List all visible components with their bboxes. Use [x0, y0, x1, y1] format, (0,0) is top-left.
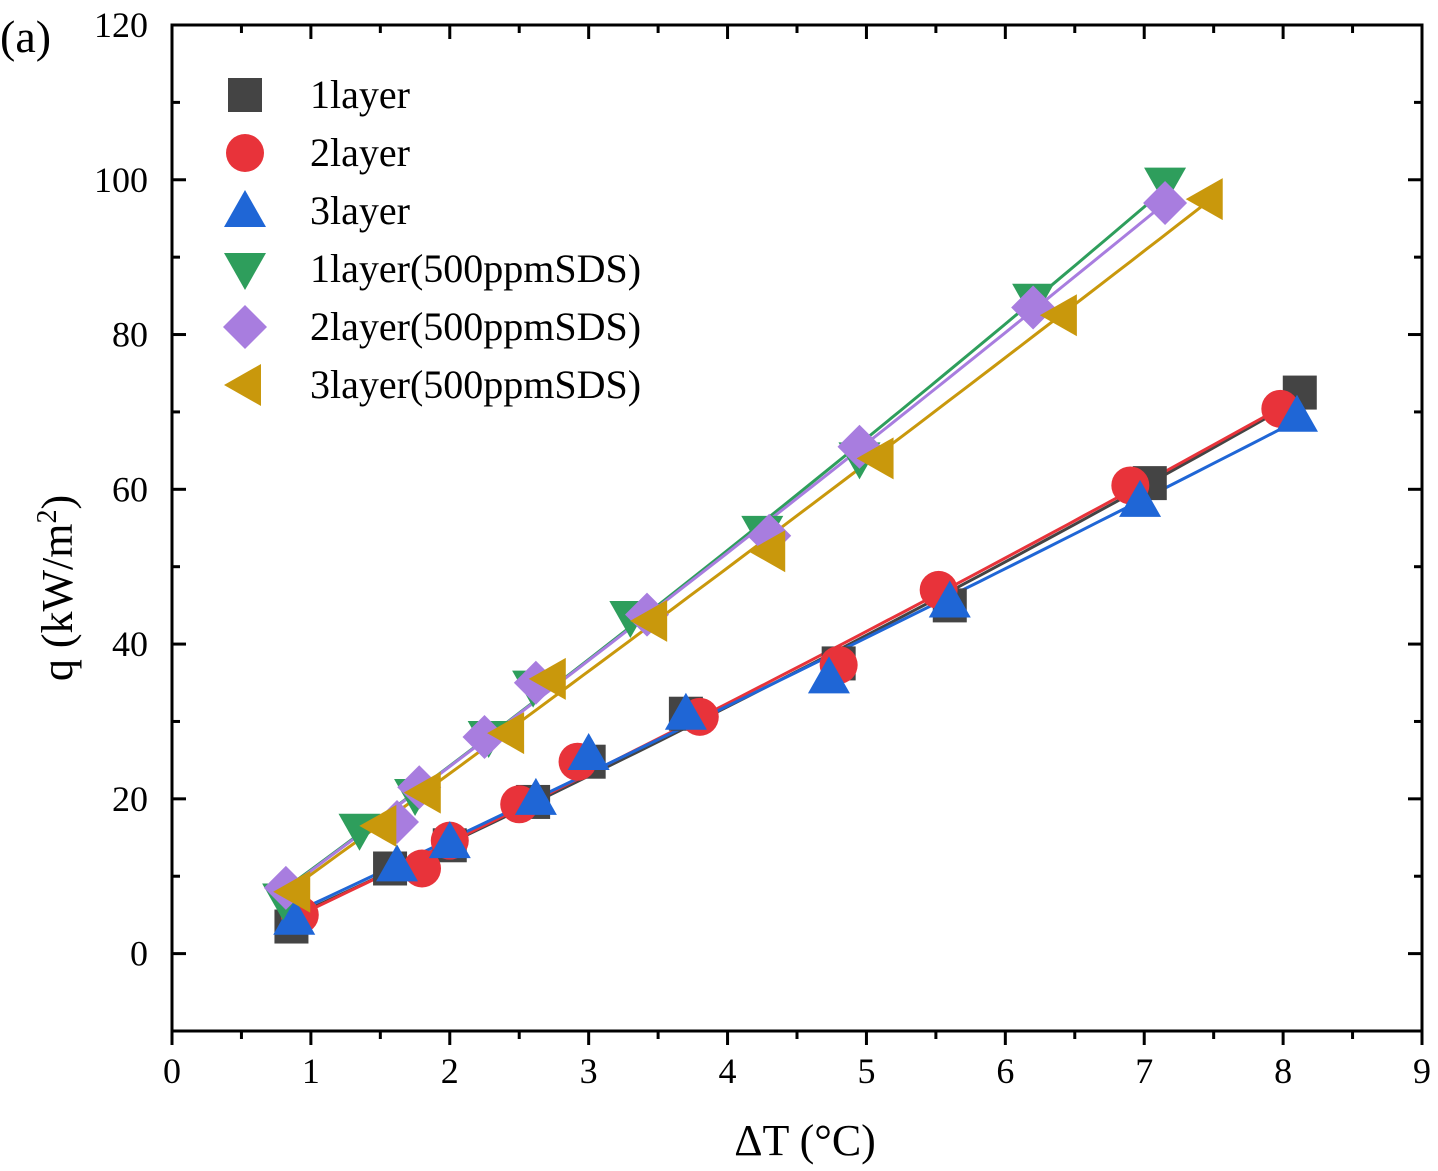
data-point-series-3 — [928, 580, 971, 618]
data-point-series-6 — [403, 771, 441, 814]
legend-marker — [223, 305, 267, 349]
y-tick-label: 0 — [130, 934, 148, 974]
data-point-series-5 — [1143, 180, 1188, 225]
data-point-series-6 — [856, 437, 894, 480]
data-point-series-3 — [428, 821, 471, 859]
data-point-series-3 — [376, 844, 418, 882]
x-tick-label: 9 — [1413, 1051, 1431, 1091]
y-axis-title-close: ) — [33, 495, 82, 510]
data-point-series-5 — [1011, 285, 1056, 330]
y-tick-label: 20 — [112, 779, 148, 819]
data-point-series-3 — [807, 656, 850, 694]
legend-marker — [224, 364, 261, 406]
y-tick-label: 100 — [94, 160, 148, 200]
x-tick-label: 8 — [1274, 1051, 1292, 1091]
data-point-series-6 — [630, 599, 668, 642]
x-tick-label: 0 — [163, 1051, 181, 1091]
legend-marker — [224, 190, 266, 227]
y-axis-title: q (kW/m2) — [32, 495, 82, 681]
legend-label: 3layer — [310, 188, 410, 233]
data-point-series-3 — [664, 692, 707, 730]
axes: 0 1 2 3 4 5 6 7 8 9 0 20 40 60 80 100 120 — [94, 5, 1431, 1091]
legend-marker — [228, 78, 262, 112]
legend-label: 2layer(500ppmSDS) — [310, 304, 641, 349]
data-point-series-3 — [273, 897, 316, 935]
data-point-series-3 — [567, 732, 610, 770]
legend-label: 3layer(500ppmSDS) — [310, 362, 641, 407]
plot-frame — [170, 23, 1424, 1033]
x-tick-label: 3 — [580, 1051, 598, 1091]
legend-marker — [224, 253, 266, 290]
panel-label: (a) — [0, 11, 51, 62]
legend-label: 1layer — [310, 72, 410, 117]
data-point-series-3 — [514, 777, 557, 815]
legend: 1layer 2layer 3layer 1layer(500ppmSDS) 2laye… — [223, 72, 641, 407]
data-point-series-6 — [487, 712, 525, 755]
data-point-series-6 — [273, 870, 311, 913]
y-tick-label: 40 — [112, 624, 148, 664]
data-point-series-6 — [1185, 178, 1223, 221]
x-tick-label: 1 — [302, 1051, 320, 1091]
y-axis-title-main: q (kW/m — [33, 524, 82, 682]
data-points — [262, 167, 1318, 944]
x-tick-label: 6 — [996, 1051, 1014, 1091]
x-tick-label: 4 — [719, 1051, 737, 1091]
y-tick-label: 80 — [112, 315, 148, 355]
data-point-series-6 — [1039, 294, 1077, 337]
data-point-series-6 — [528, 657, 566, 700]
data-point-series-6 — [359, 804, 397, 847]
x-tick-label: 5 — [857, 1051, 875, 1091]
y-tick-label: 120 — [94, 5, 148, 45]
data-point-series-5 — [462, 714, 507, 759]
data-point-series-3 — [1276, 394, 1318, 432]
y-axis-title-sup: 2 — [32, 510, 63, 524]
x-tick-label: 7 — [1135, 1051, 1153, 1091]
data-point-series-6 — [748, 530, 786, 573]
x-axis-title: ΔT (°C) — [734, 1116, 876, 1165]
legend-label: 2layer — [310, 130, 410, 175]
data-point-series-3 — [1119, 479, 1162, 517]
legend-label: 1layer(500ppmSDS) — [310, 246, 641, 291]
y-tick-label: 60 — [112, 469, 148, 509]
x-tick-label: 2 — [441, 1051, 459, 1091]
legend-marker — [226, 134, 264, 172]
